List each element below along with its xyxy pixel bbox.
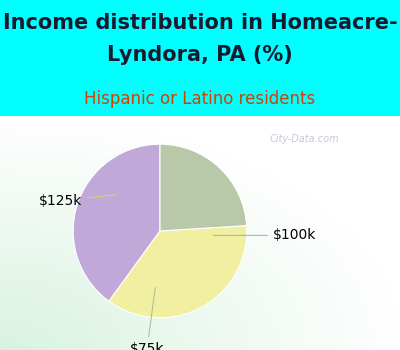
Text: $125k: $125k bbox=[38, 194, 116, 208]
Text: City-Data.com: City-Data.com bbox=[269, 134, 339, 144]
Wedge shape bbox=[109, 225, 247, 318]
Text: Hispanic or Latino residents: Hispanic or Latino residents bbox=[84, 90, 316, 108]
Wedge shape bbox=[73, 144, 160, 301]
Text: $100k: $100k bbox=[213, 228, 316, 242]
Text: $75k: $75k bbox=[130, 288, 164, 350]
Text: Income distribution in Homeacre-: Income distribution in Homeacre- bbox=[3, 13, 397, 33]
Text: Lyndora, PA (%): Lyndora, PA (%) bbox=[107, 46, 293, 65]
Wedge shape bbox=[160, 144, 247, 231]
